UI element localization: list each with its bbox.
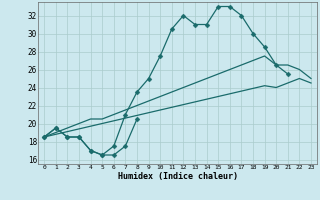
X-axis label: Humidex (Indice chaleur): Humidex (Indice chaleur) — [118, 172, 238, 181]
